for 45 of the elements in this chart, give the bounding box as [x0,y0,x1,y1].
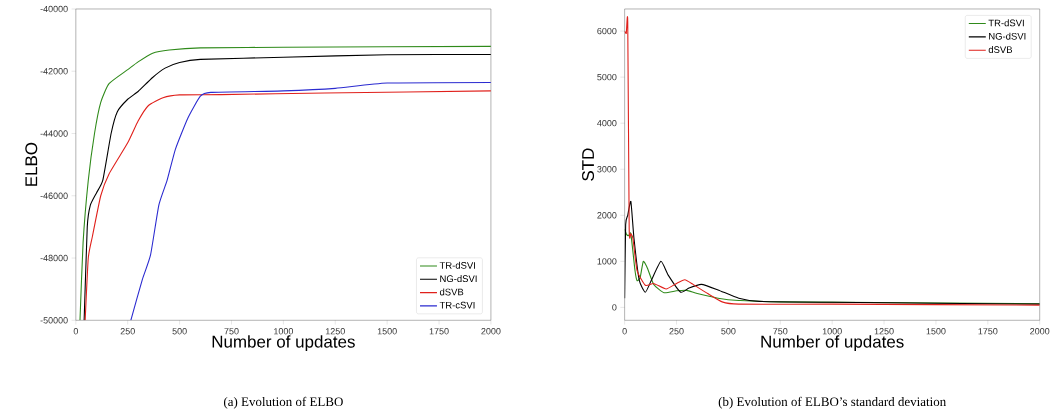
x-tick-label: 1750 [429,328,449,335]
y-tick-label: -40000 [40,5,68,13]
x-axis-title: Number of updates [212,335,355,352]
y-tick-label: 5000 [597,73,617,81]
x-tick-label: 750 [224,328,239,335]
x-tick-label: 1500 [926,328,946,335]
y-tick-label: 1000 [597,258,617,265]
y-tick-label: 2000 [597,212,617,219]
x-tick-label: 0 [622,328,627,335]
x-tick-label: 250 [120,328,135,335]
y-tick-label: -50000 [40,317,68,324]
x-tick-label: 1250 [874,328,894,335]
x-tick-label: 1000 [274,328,294,335]
x-tick-label: 1500 [377,328,397,335]
legend-label: NG-dSVI [989,32,1026,40]
y-axis-title: STD [582,148,595,181]
y-tick-label: 3000 [597,166,617,173]
y-tick-label: -48000 [40,254,68,262]
legend-label: TR-cSVI [439,301,475,309]
y-tick-label: 4000 [597,119,617,127]
y-tick-label: -46000 [40,192,68,199]
line-series [624,200,1040,305]
x-tick-label: 2000 [481,328,501,335]
legend-label: NG-dSVI [440,275,477,283]
y-tick-label: -44000 [40,130,68,137]
legend-label: dSVB [439,288,464,296]
x-axis-title: Number of updates [761,335,904,352]
y-tick-label: -42000 [40,68,68,75]
x-tick-label: 1250 [325,328,345,335]
text: (b) Evolution of ELBO’s standard deviation [718,396,946,409]
y-tick-label: 0 [612,304,617,311]
x-tick-label: 0 [73,328,78,335]
y-axis-title: ELBO [25,142,38,186]
x-tick-label: 750 [773,328,788,335]
text: (a) Evolution of ELBO [223,396,343,409]
legend-label: TR-dSVI [439,261,475,269]
x-tick-label: 500 [721,328,736,335]
x-tick-label: 1750 [978,328,998,335]
x-tick-label: 500 [172,328,187,335]
x-tick-label: 250 [669,328,684,335]
legend-label: dSVB [988,46,1013,53]
x-tick-label: 2000 [1030,328,1050,335]
x-tick-label: 1000 [822,328,842,335]
y-tick-label: 6000 [597,27,617,35]
legend-label: TR-dSVI [988,19,1024,27]
